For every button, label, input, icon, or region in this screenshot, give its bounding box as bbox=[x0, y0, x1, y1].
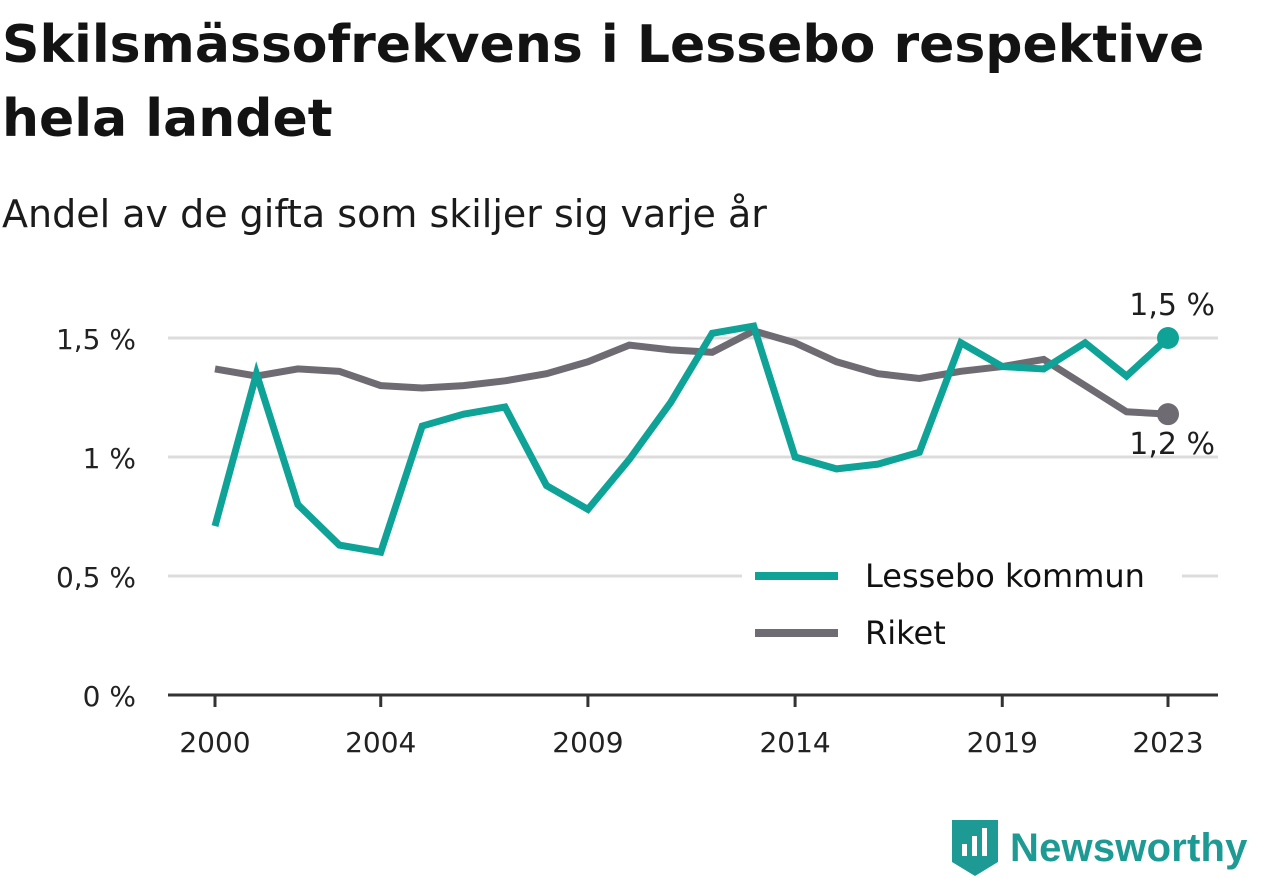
series-line-lessebo bbox=[211, 322, 1171, 557]
legend-label: Riket bbox=[865, 614, 946, 652]
series-lines bbox=[211, 322, 1171, 557]
x-tick-label: 2019 bbox=[967, 726, 1038, 759]
legend-label: Lessebo kommun bbox=[865, 557, 1145, 595]
x-tick-label: 2023 bbox=[1132, 726, 1203, 759]
chart-title: Skilsmässofrekvens i Lessebo respektive … bbox=[2, 15, 1205, 149]
x-axis: 2000 2004 2009 2014 2019 2023 bbox=[168, 693, 1218, 759]
end-label-riket: 1,2 % bbox=[1129, 427, 1215, 462]
x-tick-label: 2009 bbox=[552, 726, 623, 759]
x-tick-label: 2000 bbox=[179, 726, 250, 759]
bar-chart-badge-icon bbox=[952, 820, 998, 876]
chart-subtitle: Andel av de gifta som skiljer sig varje … bbox=[2, 192, 767, 236]
brand-name: Newsworthy bbox=[1010, 825, 1248, 870]
legend: Lessebo kommun Riket bbox=[742, 550, 1182, 657]
y-axis-ticks: 0 % 0,5 % 1 % 1,5 % bbox=[56, 323, 136, 713]
x-tick-label: 2004 bbox=[345, 726, 416, 759]
y-tick-label: 0,5 % bbox=[56, 561, 136, 594]
end-markers: 1,5 % 1,2 % bbox=[1129, 288, 1215, 462]
end-label-lessebo: 1,5 % bbox=[1129, 288, 1215, 323]
x-tick-label: 2014 bbox=[759, 726, 830, 759]
y-tick-label: 0 % bbox=[83, 680, 136, 713]
y-tick-label: 1 % bbox=[83, 442, 136, 475]
end-marker-riket bbox=[1157, 403, 1179, 426]
end-marker-lessebo bbox=[1157, 327, 1179, 349]
newsworthy-logo: Newsworthy bbox=[950, 818, 1248, 878]
y-tick-label: 1,5 % bbox=[56, 323, 136, 356]
